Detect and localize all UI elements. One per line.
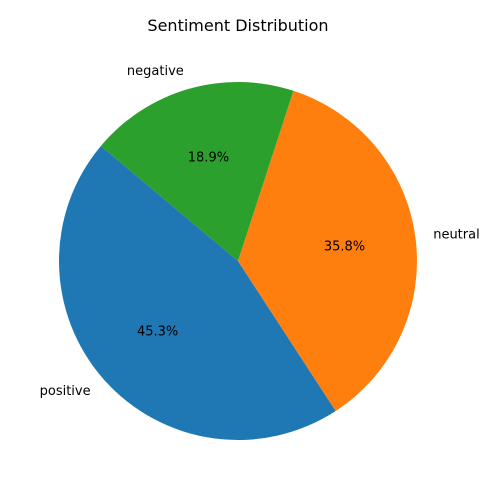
slice-pct-negative: 18.9%: [188, 150, 229, 165]
slice-label-positive: positive: [40, 384, 91, 399]
slice-label-neutral: neutral: [433, 228, 480, 243]
pie-slice-negative: [100, 82, 294, 262]
pie-slice-positive: [59, 145, 336, 440]
slice-pct-neutral: 35.8%: [324, 239, 365, 254]
pie-slice-neutral: [238, 90, 417, 411]
pie-labels: positive 45.3% neutral 35.8% negative 18.9%: [40, 64, 480, 399]
slice-label-negative: negative: [127, 64, 184, 79]
chart-title: Sentiment Distribution: [147, 16, 328, 35]
pie-slices: [59, 82, 417, 440]
slice-pct-positive: 45.3%: [137, 325, 178, 340]
